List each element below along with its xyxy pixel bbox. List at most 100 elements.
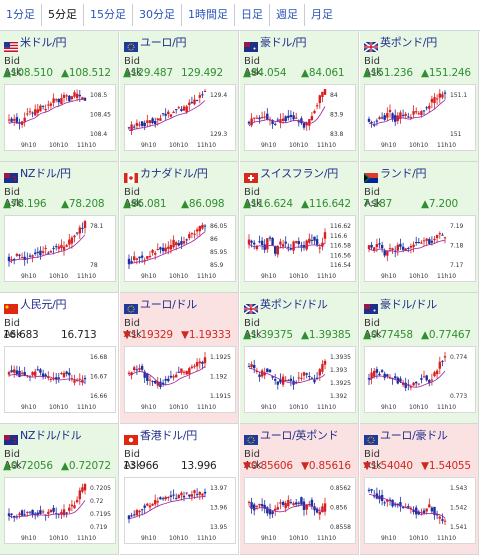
currency-pair-card[interactable]: NZドル/円 BidAsk ▲78.196 ▲78.208 78.1 78 9h10 10h1… xyxy=(0,162,119,293)
pair-header[interactable]: 人民元/円 xyxy=(4,297,67,314)
pair-header[interactable]: 香港ドル/円 xyxy=(124,428,197,445)
y-tick-label: 0.773 xyxy=(450,393,467,400)
tab-3[interactable]: 30分足 xyxy=(133,4,182,26)
currency-pair-card[interactable]: 英ポンド/円 BidAsk ▲151.236 ▲151.246 151.1 151 9h10… xyxy=(360,31,479,162)
pair-name-link[interactable]: 豪ドル/ドル xyxy=(380,298,437,311)
candle-body xyxy=(10,118,13,122)
candle-body xyxy=(428,239,431,244)
pair-header[interactable]: NZドル/円 xyxy=(4,166,71,183)
candlestick-chart[interactable]: 1.3935 1.393 1.3925 1.392 9h10 10h10 11h10 xyxy=(244,346,356,413)
x-tick-label: 11h10 xyxy=(77,404,96,411)
tab-7[interactable]: 月足 xyxy=(311,8,333,21)
candlestick-chart[interactable]: 0.8562 0.856 0.8558 9h10 10h10 11h10 xyxy=(244,477,356,544)
tab-2[interactable]: 15分足 xyxy=(84,4,133,26)
y-tick-label: 78.1 xyxy=(90,223,104,230)
candlestick-chart[interactable]: 1.1925 1.192 1.1915 9h10 10h10 11h10 xyxy=(124,346,236,413)
pair-name-link[interactable]: 香港ドル/円 xyxy=(140,429,197,442)
candle-body xyxy=(154,121,157,124)
currency-pair-card[interactable]: スイスフラン/円 BidAsk ▲116.624 ▲116.642 116.62 116.… xyxy=(240,162,359,293)
candlestick-chart[interactable]: 0.7205 0.72 0.7195 0.719 9h10 10h10 11h10 xyxy=(4,477,116,544)
candlestick-chart[interactable]: 7.19 7.18 7.17 9h10 10h10 11h10 xyxy=(364,215,476,282)
currency-pair-card[interactable]: ユーロ/英ポンド BidAsk ▼0.85606 ▼0.85616 0.8562 0.85… xyxy=(240,424,359,555)
candlestick-chart[interactable]: 84 83.9 83.8 9h10 10h10 11h10 xyxy=(244,84,356,151)
currency-pair-card[interactable]: ユーロ/ドル BidAsk ▼1.19329 ▼1.19333 1.1925 1.192 1… xyxy=(120,293,239,424)
y-tick-label: 78 xyxy=(90,262,98,269)
tab-0[interactable]: 1分足 xyxy=(0,4,42,26)
currency-pair-card[interactable]: 豪ドル/ドル BidAsk ▲0.77458 ▲0.77467 0.774 0.773 9h… xyxy=(360,293,479,424)
currency-pair-card[interactable]: ユーロ/円 BidAsk ▲129.487 129.492 129.4 129.3 9h10… xyxy=(120,31,239,162)
pair-header[interactable]: ランド/円 xyxy=(364,166,427,183)
tab-6[interactable]: 週足 xyxy=(270,4,305,26)
pair-name-link[interactable]: ユーロ/ドル xyxy=(140,298,197,311)
pair-name-link[interactable]: ユーロ/英ポンド xyxy=(260,429,339,442)
candlestick-chart[interactable]: 108.5 108.45 108.4 9h10 10h10 11h10 xyxy=(4,84,116,151)
candle-body xyxy=(172,239,175,248)
pair-name-link[interactable]: 豪ドル/円 xyxy=(260,36,307,49)
currency-pair-card[interactable]: ランド/円 BidAsk 7.187 ▲7.200 7.19 7.18 7.17 9h10 10… xyxy=(360,162,479,293)
pair-header[interactable]: ユーロ/ドル xyxy=(124,297,197,314)
currency-pair-card[interactable]: 米ドル/円 BidAsk ▲108.510 ▲108.512 108.5 108.45 10… xyxy=(0,31,119,162)
pair-header[interactable]: 英ポンド/ドル xyxy=(243,297,328,315)
pair-header[interactable]: 豪ドル/ドル xyxy=(364,297,437,314)
tab-1[interactable]: 5分足 xyxy=(42,4,84,26)
ask-value: ▲84.061 xyxy=(301,67,345,79)
pair-header[interactable]: スイスフラン/円 xyxy=(244,166,338,183)
currency-pair-card[interactable]: ユーロ/豪ドル BidAsk ▼1.54040 ▼1.54055 1.543 1.542 1… xyxy=(360,424,479,555)
currency-pair-card[interactable]: 英ポンド/ドル BidAsk ▲1.39375 ▲1.39385 1.3935 1.393… xyxy=(240,293,359,424)
pair-name-link[interactable]: スイスフラン/円 xyxy=(260,167,338,180)
pair-name-link[interactable]: カナダドル/円 xyxy=(140,167,208,180)
candle-body xyxy=(52,248,55,250)
pair-name-link[interactable]: ユーロ/円 xyxy=(140,36,187,49)
pair-name-link[interactable]: NZドル/円 xyxy=(20,167,71,180)
y-tick-label: 1.1925 xyxy=(210,354,231,361)
currency-pair-card[interactable]: NZドル/ドル BidAsk ▲0.72056 ▲0.72072 0.7205 0.72 0… xyxy=(0,424,119,555)
bid-ask-values: ▲129.487 129.492 xyxy=(123,67,223,79)
pair-header[interactable]: 米ドル/円 xyxy=(4,35,67,52)
pair-header[interactable]: 英ポンド/円 xyxy=(363,35,437,53)
pair-header[interactable]: NZドル/ドル xyxy=(4,428,82,445)
candlestick-chart[interactable]: 16.68 16.67 16.66 9h10 10h10 11h10 xyxy=(4,346,116,413)
pair-name-link[interactable]: 人民元/円 xyxy=(20,298,67,311)
pair-name-link[interactable]: 英ポンド/円 xyxy=(380,36,437,49)
pair-header[interactable]: ユーロ/英ポンド xyxy=(244,428,339,445)
candle-body xyxy=(60,98,63,105)
pair-name-link[interactable]: NZドル/ドル xyxy=(20,429,82,442)
pair-name-link[interactable]: 英ポンド/ドル xyxy=(260,298,328,311)
candle-body xyxy=(422,240,426,242)
candlestick-chart[interactable]: 86.05 86 85.95 85.9 9h10 10h10 11h10 xyxy=(124,215,236,282)
candle-body xyxy=(420,242,423,244)
bid-label: Bid xyxy=(244,318,260,329)
pair-header[interactable]: ユーロ/円 xyxy=(124,35,187,52)
candlestick-chart[interactable]: 151.1 151 9h10 10h10 11h10 xyxy=(364,84,476,151)
bid-ask-labels: BidAsk xyxy=(244,449,358,471)
candle-body xyxy=(195,362,199,367)
candlestick-chart[interactable]: 0.774 0.773 9h10 10h10 11h10 xyxy=(364,346,476,413)
candlestick-chart[interactable]: 116.62 116.6 116.58 116.56 116.54 9h10 10h10 11… xyxy=(244,215,356,282)
currency-pair-card[interactable]: カナダドル/円 BidAsk ▲86.081 ▲86.098 86.05 86 85.95 8… xyxy=(120,162,239,293)
y-tick-label: 1.192 xyxy=(210,374,227,381)
candlestick-chart[interactable]: 13.97 13.96 13.95 9h10 10h10 11h10 xyxy=(124,477,236,544)
candle-body xyxy=(18,513,21,516)
candle-body xyxy=(44,374,47,377)
eu-flag-icon xyxy=(244,430,258,445)
candle-body xyxy=(422,376,426,378)
currency-pair-card[interactable]: 香港ドル/円 BidAsk 13.966 13.996 13.97 13.96 13.95 9… xyxy=(120,424,239,555)
candle-body xyxy=(28,255,32,257)
pair-header[interactable]: 豪ドル/円 xyxy=(244,35,307,52)
candlestick-chart[interactable]: 129.4 129.3 9h10 10h10 11h10 xyxy=(124,84,236,151)
candlestick-chart[interactable]: 1.543 1.542 1.541 9h10 10h10 11h10 xyxy=(364,477,476,544)
ask-value: ▲0.72072 xyxy=(61,460,111,472)
tab-5[interactable]: 日足 xyxy=(235,4,270,26)
candle-body xyxy=(409,117,413,118)
pair-name-link[interactable]: ユーロ/豪ドル xyxy=(380,429,448,442)
pair-name-link[interactable]: ランド/円 xyxy=(380,167,427,180)
moving-average-line xyxy=(248,367,326,384)
currency-pair-card[interactable]: 豪ドル/円 BidAsk ▲84.054 ▲84.061 84 83.9 83.8 9h10 1… xyxy=(240,31,359,162)
pair-name-link[interactable]: 米ドル/円 xyxy=(20,36,67,49)
x-tick-label: 9h10 xyxy=(381,404,396,411)
tab-4[interactable]: 1時間足 xyxy=(182,4,235,26)
candlestick-chart[interactable]: 78.1 78 9h10 10h10 11h10 xyxy=(4,215,116,282)
pair-header[interactable]: カナダドル/円 xyxy=(124,166,208,183)
pair-header[interactable]: ユーロ/豪ドル xyxy=(364,428,448,445)
currency-pair-card[interactable]: 人民元/円 BidAsk 16.683 16.713 16.68 16.67 16.66 9h… xyxy=(0,293,119,424)
